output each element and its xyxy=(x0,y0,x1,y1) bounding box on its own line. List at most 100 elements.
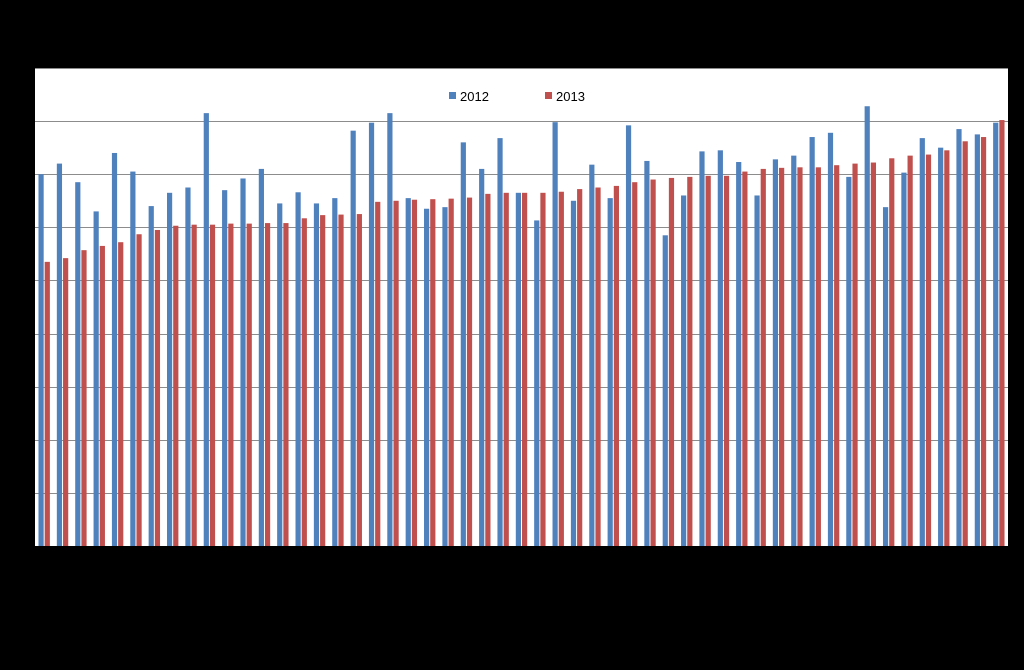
bar-2013-42 xyxy=(797,167,803,546)
bar-2012-20 xyxy=(387,113,393,546)
bar-2012-37 xyxy=(699,151,705,546)
bar-2012-41 xyxy=(772,159,779,546)
bar-2012-32 xyxy=(607,198,613,546)
bar-2013-4 xyxy=(99,245,105,547)
bar-2013-25 xyxy=(485,193,491,546)
bar-2012-40 xyxy=(754,195,760,546)
bar-2012-53 xyxy=(993,122,999,546)
bar-2013-30 xyxy=(577,189,583,546)
bar-2012-14 xyxy=(277,203,283,546)
bar-2012-45 xyxy=(846,176,852,546)
bar-2012-42 xyxy=(791,155,797,546)
bar-2013-26 xyxy=(503,192,509,546)
bar-2012-31 xyxy=(589,164,595,546)
bar-2012-8 xyxy=(166,192,173,546)
bar-2013-18 xyxy=(356,214,362,546)
bar-2012-35 xyxy=(662,235,668,547)
bar-2013-34 xyxy=(650,179,656,546)
bar-2013-20 xyxy=(393,200,399,546)
bar-2013-48 xyxy=(907,155,913,546)
bar-2013-11 xyxy=(228,223,234,546)
bar-2012-10 xyxy=(203,113,209,546)
bar-2013-37 xyxy=(705,175,711,546)
bar-2013-1 xyxy=(44,261,50,546)
bar-2013-17 xyxy=(338,214,344,546)
x-axis-ticks xyxy=(35,546,991,550)
bar-2012-22 xyxy=(424,208,430,547)
gridlines xyxy=(35,68,1008,494)
legend-swatch-2012 xyxy=(449,92,456,99)
bar-2013-2 xyxy=(63,258,69,546)
bar-2012-38 xyxy=(717,150,723,546)
bar-2012-18 xyxy=(350,130,356,547)
bar-2012-33 xyxy=(625,125,632,547)
bar-2012-12 xyxy=(240,178,246,546)
bar-2013-50 xyxy=(944,150,950,546)
bar-2013-10 xyxy=(209,224,216,546)
bar-2013-38 xyxy=(723,175,730,546)
bar-2013-21 xyxy=(411,199,418,546)
bar-2012-46 xyxy=(864,106,870,547)
bar-2013-13 xyxy=(264,223,271,546)
bar-2012-52 xyxy=(974,134,980,546)
bar-2013-35 xyxy=(668,177,675,546)
bar-2013-49 xyxy=(925,154,932,546)
bar-2013-45 xyxy=(852,163,858,546)
legend-label-2012: 2012 xyxy=(460,89,489,104)
bar-2012-25 xyxy=(479,168,485,546)
bar-2013-5 xyxy=(118,242,124,546)
bars-group xyxy=(38,106,1005,547)
bar-2012-2 xyxy=(56,163,63,546)
bar-2013-23 xyxy=(448,198,454,546)
bar-2013-33 xyxy=(632,182,638,546)
bar-2012-51 xyxy=(956,129,962,546)
bar-2012-50 xyxy=(938,147,944,547)
bar-2012-36 xyxy=(681,195,687,546)
bar-2012-1 xyxy=(38,174,44,546)
bar-2012-15 xyxy=(295,192,301,546)
bar-2013-47 xyxy=(889,158,895,547)
bar-2013-28 xyxy=(540,192,546,546)
bar-2013-40 xyxy=(760,168,766,546)
bar-2012-39 xyxy=(736,162,742,546)
bar-2012-29 xyxy=(552,122,558,547)
bar-2013-32 xyxy=(613,185,619,546)
bar-2012-48 xyxy=(901,172,907,546)
bar-2012-11 xyxy=(222,190,228,546)
bar-2012-6 xyxy=(130,171,136,546)
bar-2013-46 xyxy=(870,162,877,547)
bar-2012-26 xyxy=(497,138,503,547)
bar-2012-17 xyxy=(332,198,338,546)
bar-2012-47 xyxy=(882,207,889,546)
bar-2012-7 xyxy=(148,206,154,546)
bar-2012-4 xyxy=(93,211,99,546)
bar-2012-49 xyxy=(919,138,925,547)
bar-2012-19 xyxy=(368,122,375,546)
bar-2013-36 xyxy=(687,176,693,546)
bar-2012-9 xyxy=(185,187,191,546)
bar-2012-24 xyxy=(460,142,466,547)
bar-2012-34 xyxy=(644,160,650,546)
bar-2013-19 xyxy=(375,201,381,546)
bar-2012-5 xyxy=(111,152,118,547)
bar-2012-43 xyxy=(809,137,815,547)
bar-2013-43 xyxy=(815,167,821,546)
bar-2013-9 xyxy=(191,224,197,546)
bar-2013-51 xyxy=(962,141,968,547)
bar-2013-15 xyxy=(301,218,307,547)
bar-2013-22 xyxy=(430,199,436,546)
legend: 2012 2013 xyxy=(449,89,585,104)
bar-2013-12 xyxy=(246,223,252,546)
bar-2013-6 xyxy=(136,234,142,547)
bar-2012-13 xyxy=(258,168,264,546)
bar-2013-29 xyxy=(558,191,564,546)
bar-2012-30 xyxy=(570,200,577,546)
bar-2013-52 xyxy=(980,137,987,547)
bar-2013-24 xyxy=(466,197,473,546)
bar-2013-41 xyxy=(779,167,785,546)
plot-area xyxy=(35,68,1008,546)
bar-2012-3 xyxy=(75,182,81,546)
bar-2013-39 xyxy=(742,171,748,546)
legend-swatch-2013 xyxy=(545,92,552,99)
bar-2013-7 xyxy=(154,229,161,547)
